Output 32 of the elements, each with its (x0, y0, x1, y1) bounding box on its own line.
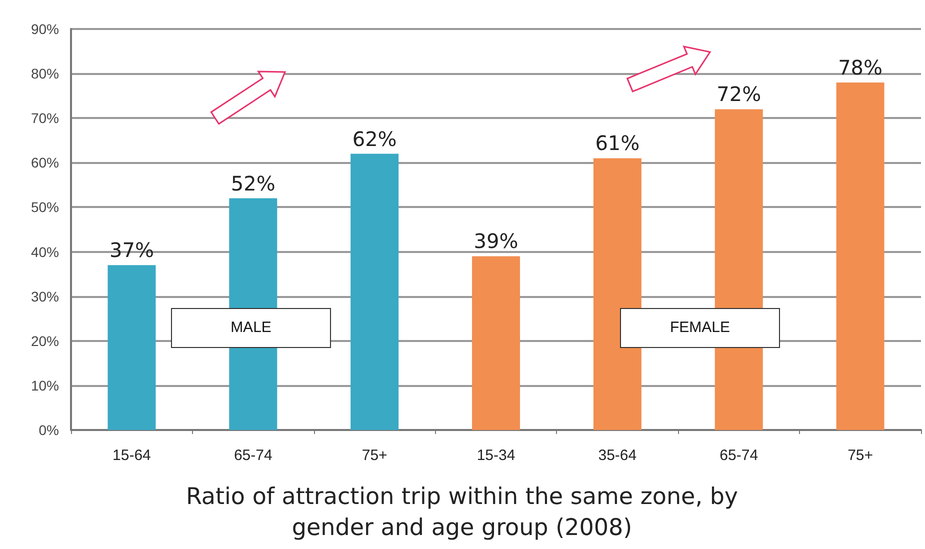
data-label: 39% (474, 229, 518, 254)
x-tick-label: 75+ (848, 447, 874, 464)
data-label: 72% (716, 82, 762, 106)
x-tick-label: 15-34 (476, 447, 516, 464)
data-label: 62% (352, 126, 397, 151)
label-box: FEMALE (620, 308, 780, 348)
label-box: MALE (171, 308, 331, 348)
bar (836, 82, 884, 430)
text: Ratio of attraction trip within the same zone, by gender and age group (2008) (184, 483, 740, 543)
bar (350, 154, 399, 430)
x-tick-label: 65-74 (234, 447, 272, 464)
bar (472, 256, 520, 430)
y-tick-label: 40% (30, 244, 59, 260)
data-label: 52% (230, 171, 276, 196)
y-tick-label: 20% (30, 332, 59, 349)
y-tick-label: 80% (30, 66, 59, 82)
y-tick-label: 50% (30, 199, 59, 216)
x-tick-label: 15-64 (112, 447, 151, 464)
x-tick-label: 75+ (362, 447, 388, 464)
bar (108, 265, 156, 430)
data-label: 78% (838, 55, 883, 80)
bar (593, 158, 642, 430)
x-tick-label: 35-64 (598, 447, 637, 464)
y-tick-label: 60% (30, 154, 59, 171)
y-tick-label: 0% (38, 422, 59, 438)
y-tick-label: 10% (30, 377, 59, 394)
data-label: 37% (109, 238, 154, 262)
y-tick-label: 70% (30, 110, 59, 126)
y-tick-label: 30% (30, 288, 59, 304)
data-label: 61% (595, 131, 640, 156)
x-tick-label: 65-74 (720, 447, 758, 464)
y-tick-label: 90% (30, 21, 59, 37)
